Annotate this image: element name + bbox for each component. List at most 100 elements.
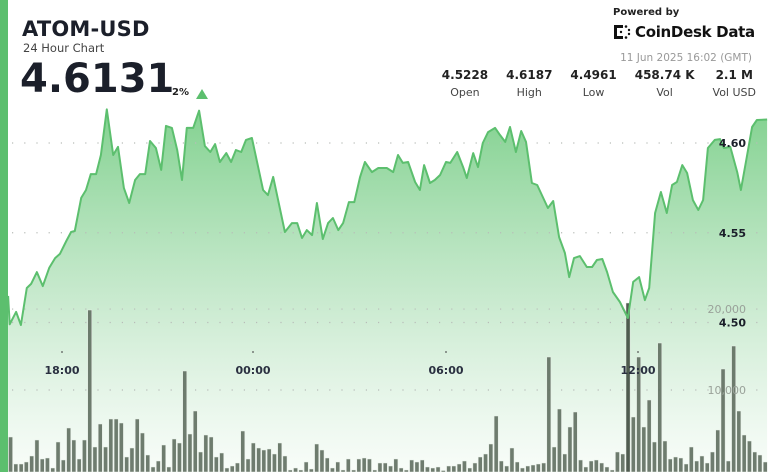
stat-label: High: [516, 86, 542, 99]
volume-bar: [520, 467, 525, 472]
volume-tick-label: 20,000: [708, 303, 747, 316]
volume-bar: [71, 439, 77, 472]
volume-bar: [298, 469, 304, 472]
stat-low: 4.4961 Low: [570, 68, 616, 99]
volume-bar: [536, 463, 541, 472]
volume-bar: [704, 462, 710, 472]
stat-vol: 458.74 K Vol: [635, 68, 695, 99]
volume-bar: [562, 453, 568, 472]
volume-bar: [631, 416, 636, 472]
volume-bar: [726, 460, 731, 472]
time-tick-mark: [637, 351, 639, 353]
volume-bar: [24, 461, 29, 472]
volume-bar: [319, 449, 325, 472]
volume-bar: [404, 469, 409, 472]
volume-bar: [272, 453, 277, 472]
volume-bar: [762, 461, 768, 472]
volume-bar: [541, 462, 546, 472]
volume-bar: [710, 451, 715, 472]
up-arrow-icon: [196, 89, 208, 99]
volume-bar: [741, 434, 747, 472]
volume-bar: [219, 452, 224, 472]
volume-bar: [652, 441, 657, 472]
volume-bar: [435, 466, 441, 472]
volume-bar: [87, 309, 93, 472]
volume-bar: [251, 442, 256, 472]
volume-bar: [356, 458, 362, 472]
volume-bar: [388, 465, 393, 472]
volume-bar: [483, 453, 488, 472]
volume-bar: [324, 457, 330, 472]
volume-bar: [472, 462, 478, 472]
volume-bar: [129, 447, 135, 472]
volume-bar: [134, 418, 140, 472]
price-line: [7, 108, 768, 326]
volume-bars: [8, 302, 768, 472]
volume-bar: [583, 466, 589, 472]
volume-bar: [177, 442, 182, 472]
volume-tick-label: 10,000: [708, 384, 747, 397]
volume-bar: [715, 429, 721, 472]
volume-bar: [393, 458, 399, 472]
volume-bar: [456, 463, 462, 472]
volume-bar: [113, 418, 119, 472]
volume-bar: [92, 446, 98, 472]
time-tick-label: 06:00: [428, 364, 463, 377]
volume-bar: [609, 469, 615, 472]
volume-bar: [477, 456, 483, 472]
time-tick-mark: [61, 351, 63, 353]
volume-bar: [108, 418, 114, 472]
volume-bar: [55, 441, 61, 472]
volume-bar: [504, 465, 509, 472]
stat-label: Vol USD: [712, 86, 756, 99]
volume-bar: [29, 455, 34, 472]
volume-bar: [678, 457, 684, 472]
volume-bar: [351, 469, 356, 472]
price-tick-label: 4.60: [719, 137, 746, 150]
coindesk-data-logo: CoinDesk Data: [613, 23, 755, 41]
volume-bar: [240, 430, 246, 472]
volume-bar: [736, 410, 742, 472]
volume-bar: [229, 465, 235, 472]
timestamp: 11 Jun 2025 16:02 (GMT): [620, 52, 752, 64]
volume-bar: [462, 460, 467, 472]
volume-bar: [752, 451, 758, 472]
volume-bar: [588, 460, 594, 472]
volume-bar: [398, 467, 404, 472]
volume-bar: [620, 453, 626, 472]
volume-bar: [509, 447, 515, 472]
volume-bar: [667, 458, 673, 472]
volume-bar: [467, 467, 473, 472]
volume-bar: [451, 465, 457, 472]
stat-value: 4.4961: [570, 68, 617, 82]
volume-bar: [182, 370, 188, 472]
volume-bar: [309, 468, 314, 472]
volume-bar: [8, 436, 13, 472]
stat-value: 4.5228: [441, 68, 489, 82]
stat-label: Vol: [656, 86, 673, 99]
volume-bar: [335, 461, 341, 472]
price-tick-label: 4.55: [719, 227, 746, 240]
volume-bar: [673, 456, 678, 472]
volume-bar: [530, 464, 536, 472]
volume-bar: [171, 438, 177, 472]
volume-bar: [720, 368, 726, 472]
volume-bar: [414, 461, 420, 472]
volume-bar: [140, 432, 145, 472]
volume-bar: [13, 463, 19, 472]
volume-bar: [372, 469, 378, 472]
time-tick-mark: [445, 351, 447, 353]
stat-label: Low: [582, 86, 605, 99]
volume-bar: [150, 466, 156, 472]
volume-bar: [161, 444, 166, 472]
volume-bar: [145, 454, 151, 472]
volume-bar: [514, 461, 520, 472]
volume-bar: [166, 466, 172, 472]
volume-bar: [76, 458, 82, 472]
price-tick-label: 4.50: [719, 317, 746, 330]
volume-bar: [646, 399, 652, 472]
volume-bar: [636, 356, 641, 472]
volume-bar: [203, 434, 209, 472]
stat-label: Open: [450, 86, 480, 99]
volume-bar: [689, 446, 694, 472]
